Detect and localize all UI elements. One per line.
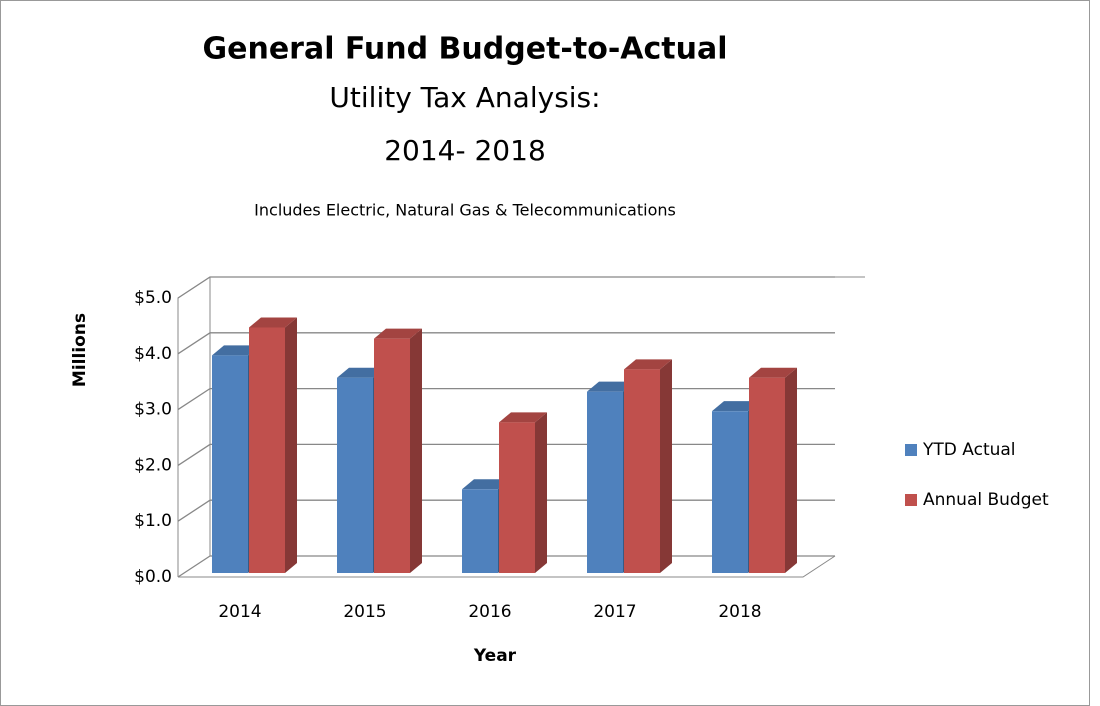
- bar-side: [285, 317, 297, 573]
- x-tick-label: 2016: [468, 602, 511, 622]
- bar-side: [785, 367, 797, 573]
- bar: [587, 391, 623, 573]
- bar-top: [712, 401, 760, 412]
- chart-title: General Fund Budget-to-Actual: [202, 32, 727, 67]
- x-axis-label: Year: [473, 646, 517, 666]
- bar-top: [462, 479, 510, 490]
- bar: [749, 377, 785, 573]
- chart-subtitle: 2014- 2018: [384, 134, 546, 167]
- bar-top: [749, 367, 797, 378]
- bar-top: [374, 328, 422, 339]
- bar-top: [587, 381, 635, 392]
- grid-line: [177, 276, 835, 299]
- bar: [249, 327, 285, 573]
- bar: [499, 422, 535, 573]
- y-tick-label: $0.0: [134, 567, 172, 587]
- grid-line: [177, 332, 835, 355]
- bar: [337, 377, 373, 573]
- x-tick-label: 2015: [343, 602, 386, 622]
- bar: [624, 369, 660, 573]
- y-tick-label: $5.0: [134, 288, 172, 308]
- bar-top: [624, 359, 672, 370]
- bar: [212, 355, 248, 573]
- y-tick-label: $1.0: [134, 511, 172, 531]
- bar: [374, 338, 410, 573]
- bar-top: [212, 345, 260, 356]
- y-tick-label: $2.0: [134, 455, 172, 475]
- bar-side: [660, 359, 672, 573]
- y-tick-label: $3.0: [134, 400, 172, 420]
- bar-top: [249, 317, 297, 328]
- x-tick-label: 2018: [718, 602, 761, 622]
- legend-swatch: [905, 494, 917, 506]
- legend-label: YTD Actual: [922, 440, 1016, 460]
- bar-side: [535, 412, 547, 573]
- chart-subtitle: Utility Tax Analysis:: [329, 81, 600, 114]
- x-tick-label: 2017: [593, 602, 636, 622]
- bar-side: [410, 328, 422, 573]
- y-axis-label: Millions: [70, 313, 90, 387]
- chart-annotation: Includes Electric, Natural Gas & Telecom…: [254, 201, 676, 220]
- legend-swatch: [905, 444, 917, 456]
- floor: [178, 555, 836, 578]
- x-tick-label: 2014: [218, 602, 261, 622]
- y-tick-label: $4.0: [134, 344, 172, 364]
- bar-top: [337, 367, 385, 378]
- bar: [462, 489, 498, 573]
- bar: [712, 411, 748, 573]
- bar-top: [499, 412, 547, 423]
- legend-label: Annual Budget: [923, 490, 1049, 510]
